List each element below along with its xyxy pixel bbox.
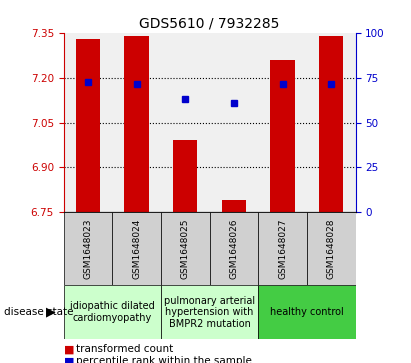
Bar <box>64 285 161 339</box>
Text: GSM1648028: GSM1648028 <box>327 219 336 279</box>
Bar <box>222 200 246 212</box>
Bar <box>307 212 356 285</box>
Text: percentile rank within the sample: percentile rank within the sample <box>76 356 252 363</box>
Bar <box>173 140 197 212</box>
Text: GSM1648023: GSM1648023 <box>83 219 92 279</box>
Bar <box>112 212 161 285</box>
Text: pulmonary arterial
hypertension with
BMPR2 mutation: pulmonary arterial hypertension with BMP… <box>164 295 255 329</box>
Bar <box>64 212 112 285</box>
Text: GSM1648025: GSM1648025 <box>181 219 190 279</box>
Title: GDS5610 / 7932285: GDS5610 / 7932285 <box>139 16 280 30</box>
Text: GSM1648026: GSM1648026 <box>229 219 238 279</box>
Bar <box>258 285 356 339</box>
Bar <box>270 60 295 212</box>
Bar <box>258 212 307 285</box>
Bar <box>76 38 100 212</box>
Bar <box>319 36 343 212</box>
Text: GSM1648024: GSM1648024 <box>132 219 141 279</box>
Text: healthy control: healthy control <box>270 307 344 317</box>
Text: disease state: disease state <box>4 307 74 317</box>
Text: GSM1648027: GSM1648027 <box>278 219 287 279</box>
Bar <box>161 212 210 285</box>
Text: ▶: ▶ <box>46 306 55 319</box>
Text: idiopathic dilated
cardiomyopathy: idiopathic dilated cardiomyopathy <box>70 301 155 323</box>
Bar <box>125 36 149 212</box>
Bar <box>210 212 258 285</box>
Text: ■: ■ <box>64 356 74 363</box>
Bar <box>161 285 258 339</box>
Text: ■: ■ <box>64 344 74 354</box>
Text: transformed count: transformed count <box>76 344 173 354</box>
